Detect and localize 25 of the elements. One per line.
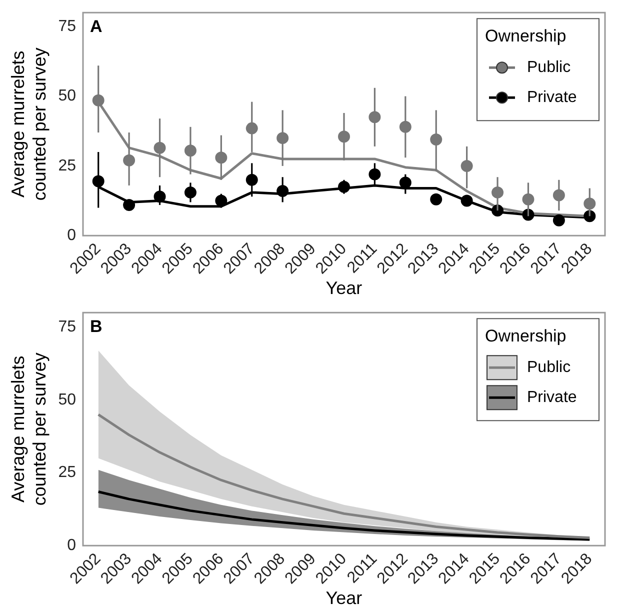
point — [584, 210, 596, 222]
point — [460, 194, 473, 207]
y-tick-label: 0 — [67, 537, 76, 554]
legend-label: Private — [527, 89, 577, 106]
y-tick-label: 75 — [58, 318, 76, 336]
legend-label: Public — [527, 359, 571, 376]
y-tick-label: 0 — [67, 227, 76, 244]
y-tick-label: 25 — [58, 157, 76, 174]
y-axis-title: Average murrelets counted per survey — [8, 48, 50, 201]
legend-label: Public — [527, 59, 571, 76]
y-axis-title: Average murrelets counted per survey — [8, 352, 50, 506]
y-tick-label: 25 — [58, 464, 76, 482]
y-tick-label: 50 — [58, 391, 76, 408]
x-axis-title: Year — [326, 278, 362, 298]
x-axis-title: Year — [326, 588, 362, 608]
annotation: B — [90, 316, 102, 336]
point — [123, 198, 136, 211]
annotation: A — [90, 16, 102, 36]
y-tick-label: 75 — [58, 18, 76, 35]
point — [552, 214, 565, 226]
legend-title: Ownership — [485, 326, 566, 346]
point — [430, 193, 442, 206]
y-tick-label: 50 — [58, 88, 76, 105]
legend-label: Private — [527, 389, 577, 406]
legend-title: Ownership — [485, 26, 566, 46]
